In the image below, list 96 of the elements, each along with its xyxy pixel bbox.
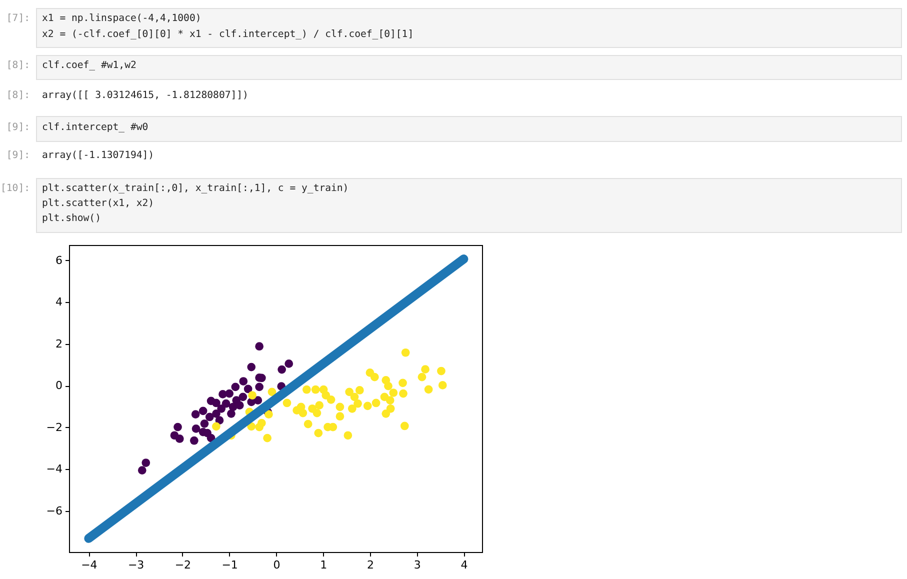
point	[138, 466, 146, 474]
point	[401, 348, 410, 357]
text: [9]:	[5, 150, 30, 162]
point	[308, 404, 316, 413]
x-tick-label: −3	[128, 558, 144, 572]
point	[384, 382, 392, 390]
point	[386, 396, 394, 404]
point	[222, 399, 230, 408]
point	[398, 378, 407, 388]
point	[355, 386, 364, 394]
point	[311, 385, 320, 394]
point	[370, 372, 379, 382]
text: x1 = np.linspace(-4,4,1000)	[42, 13, 202, 25]
point	[263, 434, 272, 442]
point	[350, 392, 359, 402]
point	[255, 382, 264, 392]
text: [8]:	[5, 60, 30, 72]
point	[218, 390, 227, 398]
y-tick-label: −2	[46, 420, 62, 434]
x-tick-label: 0	[273, 558, 280, 572]
point	[247, 362, 256, 372]
point	[314, 428, 323, 438]
text: plt.scatter(x1, x2)	[42, 198, 154, 210]
point	[175, 434, 184, 443]
y-tick-label: 0	[56, 379, 62, 392]
point	[190, 436, 198, 445]
x-tick-label: 4	[460, 558, 468, 572]
point	[212, 398, 220, 408]
x-tick-label: 1	[320, 558, 328, 572]
x-tick-label: −4	[81, 558, 98, 572]
point	[348, 404, 356, 413]
text: clf.intercept_ #w0	[42, 122, 148, 134]
point	[345, 388, 354, 396]
point	[264, 410, 273, 418]
point	[304, 420, 312, 428]
point	[424, 385, 433, 394]
point	[278, 365, 286, 374]
point	[212, 409, 220, 418]
point	[198, 406, 208, 416]
point	[205, 412, 214, 422]
point	[212, 422, 220, 431]
y-tick-label: 6	[56, 254, 62, 267]
text: clf.coef_ #w1,w2	[42, 60, 136, 72]
text: array([[ 3.03124615, -1.81280807]])	[42, 90, 248, 102]
point	[238, 392, 248, 402]
point	[400, 422, 409, 430]
point	[363, 402, 372, 410]
point	[438, 381, 447, 390]
point	[336, 402, 344, 412]
y-tick-label: −6	[46, 504, 62, 518]
point	[344, 431, 352, 440]
text: [8]:	[5, 90, 30, 102]
point	[302, 385, 311, 394]
x-tick-label: 2	[366, 558, 374, 572]
x-tick-label: 3	[414, 558, 421, 572]
point	[389, 388, 398, 397]
point	[282, 398, 292, 408]
y-tick-label: 4	[56, 296, 62, 309]
point	[268, 388, 276, 396]
point	[192, 424, 200, 433]
text: x2 = (-clf.coef_[0][0] * x1 - clf.intercept_) / clf.coef_[0][1]	[42, 29, 414, 41]
x-tick-label: −2	[174, 558, 192, 572]
point	[382, 409, 390, 418]
point	[386, 404, 395, 413]
point	[191, 410, 200, 418]
point	[315, 401, 324, 410]
point	[142, 458, 150, 467]
point	[418, 372, 426, 382]
point	[354, 399, 362, 408]
point	[399, 389, 408, 398]
text: plt.scatter(x_train[:,0], x_train[:,1], c = y_train)	[42, 183, 349, 195]
point	[200, 420, 209, 428]
text: plt.show()	[42, 213, 101, 225]
point	[421, 365, 430, 374]
point	[372, 398, 380, 408]
point	[231, 382, 240, 392]
point	[326, 395, 336, 404]
text: [7]:	[5, 13, 30, 25]
text: [10]:	[0, 183, 30, 195]
point	[255, 342, 264, 351]
point	[239, 377, 248, 386]
y-tick-label: 2	[56, 337, 62, 350]
point	[227, 409, 236, 418]
x-tick-label: −1	[222, 558, 238, 572]
y-tick-label: −4	[46, 462, 62, 476]
point	[244, 384, 252, 394]
point	[284, 360, 294, 368]
point	[235, 401, 244, 410]
point	[336, 412, 344, 421]
text: array([-1.1307194])	[42, 150, 154, 162]
point	[215, 416, 224, 425]
point	[437, 366, 446, 376]
point	[248, 391, 256, 400]
point	[257, 418, 266, 428]
text: [9]:	[5, 122, 30, 134]
point	[174, 422, 182, 432]
